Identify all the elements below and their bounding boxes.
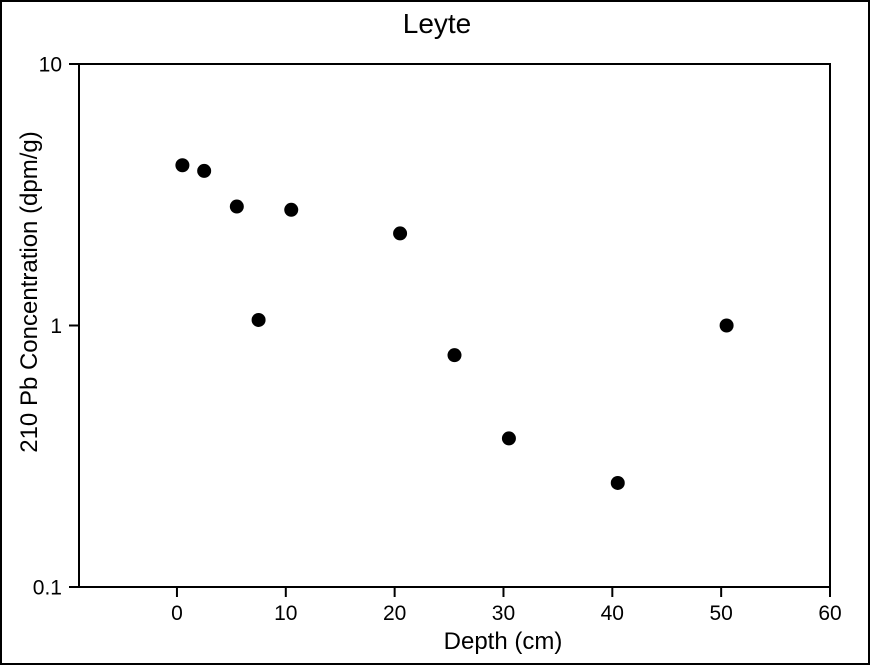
chart-title: Leyte <box>402 8 472 39</box>
x-tick-label: 40 <box>601 602 624 625</box>
x-tick-label: 20 <box>383 602 406 625</box>
x-tick-label: 60 <box>818 602 841 625</box>
y-tick-label: 1 <box>50 315 62 338</box>
y-axis-label: 210 Pb Concentration (dpm/g) <box>16 131 43 453</box>
data-point <box>251 312 266 327</box>
data-point <box>501 431 516 446</box>
y-tick-label: 0.1 <box>33 577 62 600</box>
x-tick-label: 0 <box>171 602 183 625</box>
data-point <box>719 318 734 333</box>
data-point <box>284 202 299 217</box>
data-point <box>393 226 408 241</box>
data-point <box>229 199 244 214</box>
data-point <box>447 348 462 363</box>
x-tick-label: 10 <box>274 602 297 625</box>
y-tick-label: 10 <box>39 54 62 77</box>
x-tick-label: 30 <box>492 602 515 625</box>
x-tick-label: 50 <box>709 602 732 625</box>
data-point <box>610 475 625 490</box>
plot-frame <box>78 63 831 588</box>
data-point <box>197 163 212 178</box>
x-axis-label: Depth (cm) <box>443 628 563 655</box>
data-point <box>175 158 190 173</box>
